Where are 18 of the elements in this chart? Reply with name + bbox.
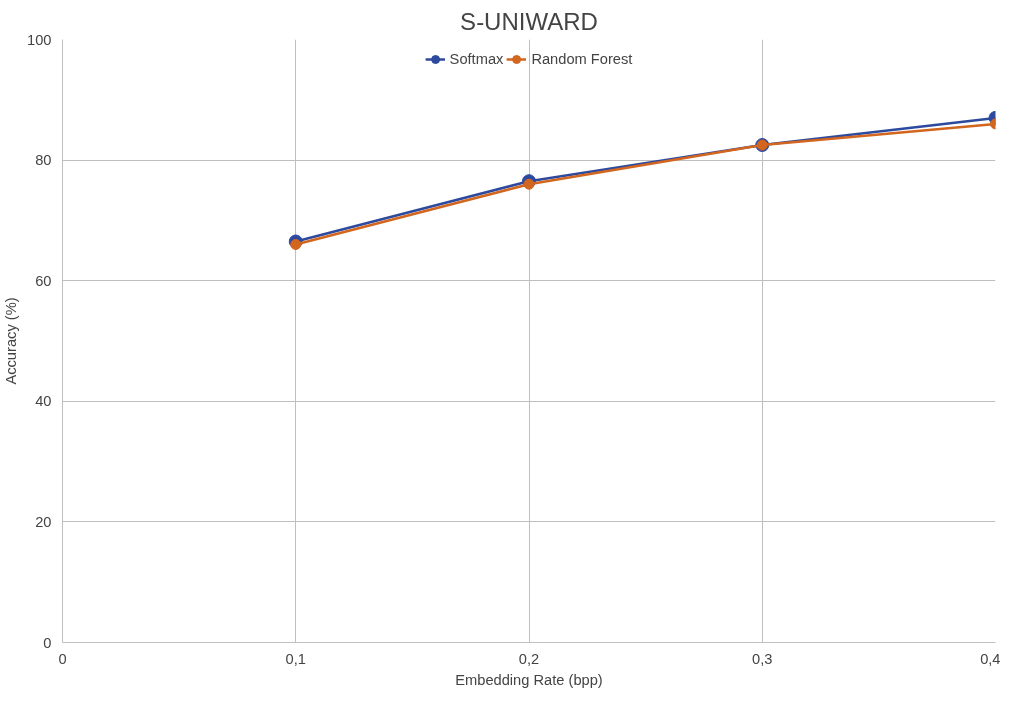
x-tick-label: 0,3: [752, 650, 773, 667]
x-tick-label: 0: [58, 650, 67, 667]
y-tick-label: 100: [27, 31, 52, 48]
x-tick-label: 0,1: [285, 650, 306, 667]
y-tick-label: 40: [35, 393, 52, 410]
point: [290, 239, 302, 251]
y-tick-label: 20: [35, 513, 52, 530]
x-axis-title: Embedding Rate (bpp): [455, 671, 603, 688]
x-tick-label: 0,4: [980, 650, 1001, 667]
legend-label: Random Forest: [531, 51, 633, 67]
y-tick-label: 60: [35, 272, 52, 289]
legend-label: Softmax: [449, 51, 504, 67]
y-axis-title: Accuracy (%): [3, 297, 20, 385]
y-tick-label: 80: [35, 152, 52, 169]
point: [523, 178, 535, 190]
y-tick-label: 0: [43, 634, 52, 651]
chart-title: S-UNIWARD: [460, 7, 598, 35]
x-tick-label: 0,2: [518, 650, 540, 667]
